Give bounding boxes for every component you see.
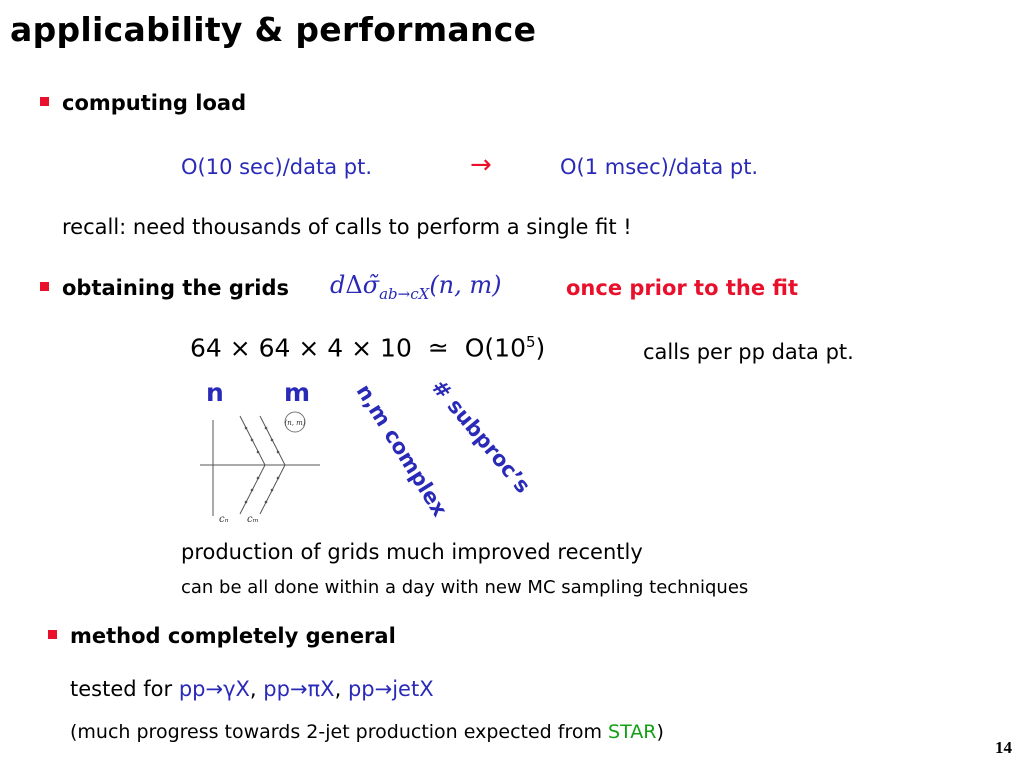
bullet-heading-computing-load: computing load: [62, 91, 247, 115]
progress-note: (much progress towards 2-jet production …: [70, 721, 664, 743]
formula-sigma: σ̃: [362, 271, 380, 299]
grid-product: 64 × 64 × 4 × 10: [190, 333, 412, 363]
call-count-formula: 64 × 64 × 4 × 10 ≃ O(105): [190, 333, 545, 362]
order-exponent: 5: [525, 333, 536, 351]
once-prior-note: once prior to the fit: [566, 276, 798, 300]
label-m: m: [284, 378, 311, 407]
star-experiment: STAR: [608, 721, 657, 743]
order-close: ): [535, 333, 546, 363]
red-square-bullet-icon: [40, 282, 49, 291]
approx-symbol: ≃: [427, 333, 449, 363]
contour-m-label: cₘ: [247, 514, 259, 525]
calls-per-point: calls per pp data pt.: [643, 340, 854, 364]
formula-d: d: [330, 271, 346, 299]
bullet-heading-method-general: method completely general: [70, 624, 396, 648]
process-pp-jet-x: pp→jetX: [347, 677, 434, 701]
page-number: 14: [995, 738, 1012, 757]
right-arrow-icon: →: [470, 150, 492, 180]
time-before: O(10 sec)/data pt.: [181, 155, 373, 179]
red-square-bullet-icon: [40, 97, 49, 106]
bullet-heading-obtaining-grids: obtaining the grids: [62, 276, 289, 300]
cross-section-formula: dΔσ̃ab→cX(n, m): [330, 271, 502, 303]
recall-note: recall: need thousands of calls to perfo…: [62, 215, 632, 239]
separator: ,: [334, 677, 342, 701]
formula-args: (n, m): [429, 271, 502, 299]
process-pp-gamma-x: pp→γX: [178, 677, 250, 701]
formula-delta: Δ: [345, 271, 363, 299]
formula-subscript: ab→cX: [379, 284, 430, 303]
nm-point-circle: [284, 411, 306, 433]
process-pp-pi-x: pp→πX: [263, 677, 335, 701]
label-n: n: [206, 378, 224, 407]
progress-close: ): [656, 721, 664, 743]
contour-diagram: (n, m) cₙ cₘ: [200, 411, 320, 525]
nm-point-label: (n, m): [284, 419, 305, 427]
time-after: O(1 msec)/data pt.: [560, 155, 759, 179]
tested-prefix: tested for: [70, 677, 173, 701]
slide-title: applicability & performance: [10, 10, 537, 49]
red-square-bullet-icon: [48, 630, 57, 639]
rotated-label-subprocs: # subproc’s: [426, 375, 536, 498]
tested-processes: tested for pp→γX, pp→πX, pp→jetX: [70, 677, 434, 701]
contour-n-label: cₙ: [219, 514, 229, 525]
production-note: production of grids much improved recent…: [181, 540, 643, 564]
production-subnote: can be all done within a day with new MC…: [181, 577, 749, 598]
progress-text: (much progress towards 2-jet production …: [70, 721, 602, 743]
separator: ,: [249, 677, 257, 701]
order-base: O(10: [464, 333, 526, 363]
